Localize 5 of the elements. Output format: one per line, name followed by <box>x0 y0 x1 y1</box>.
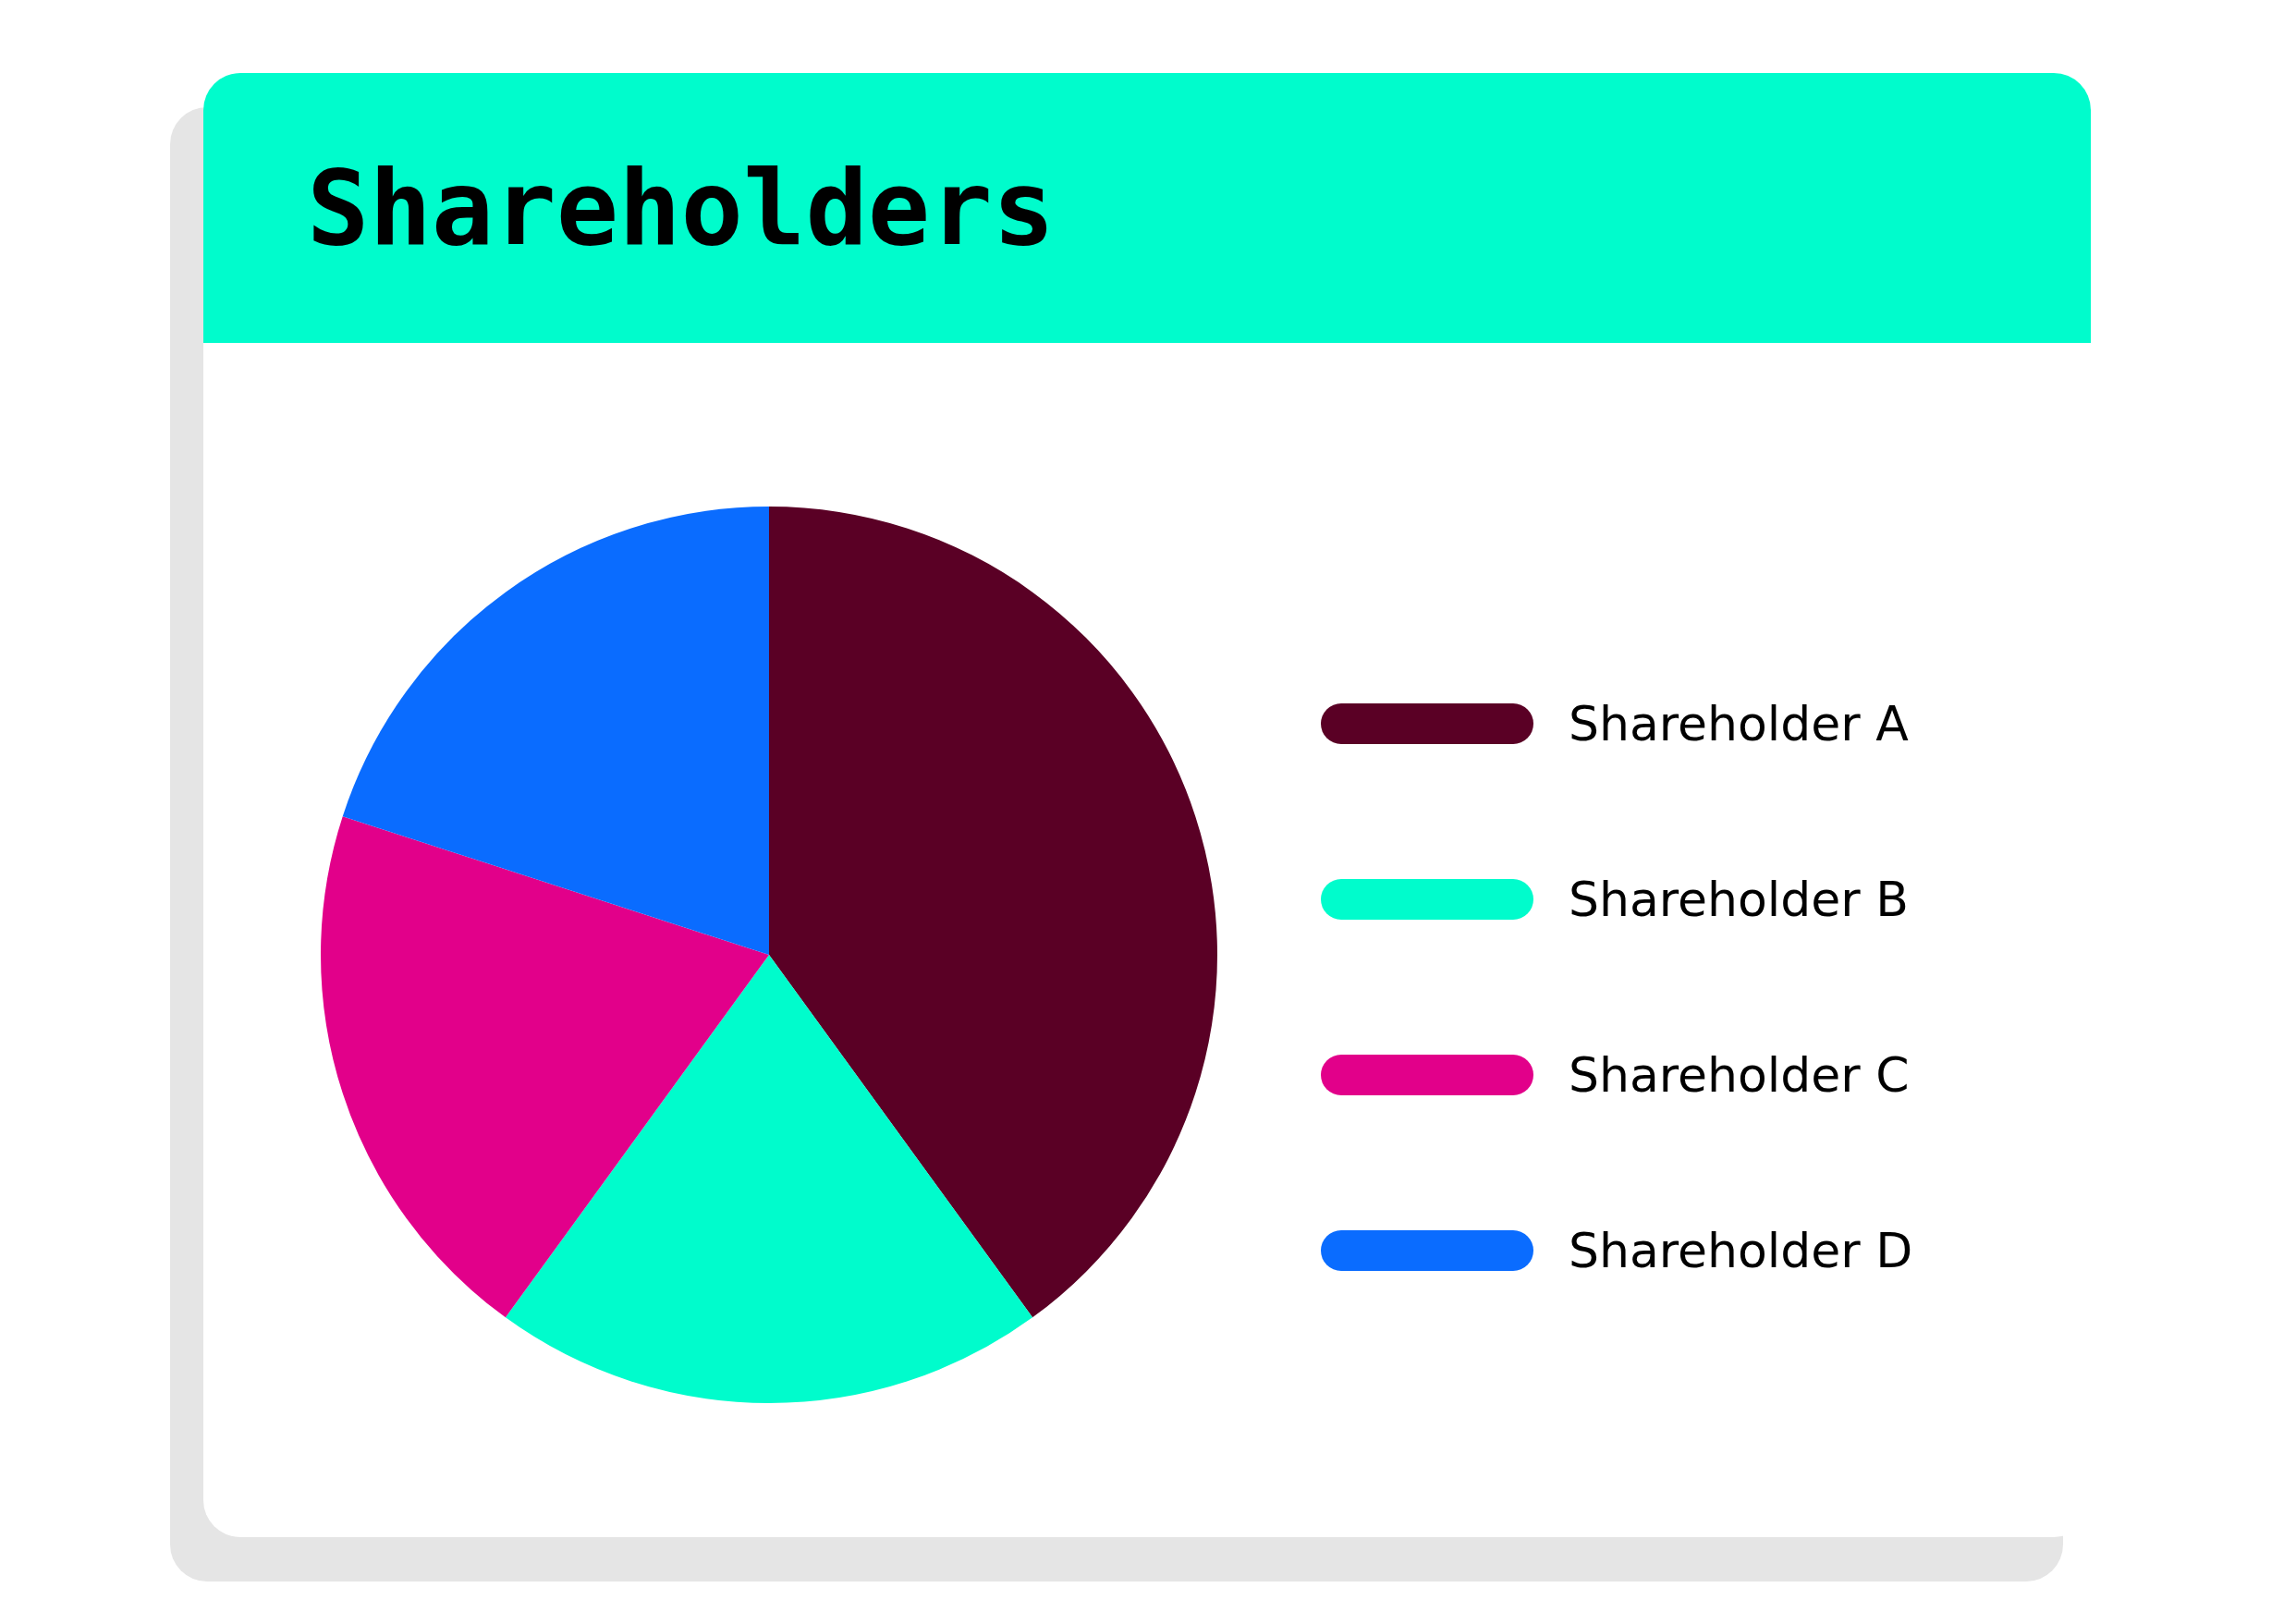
legend-label: Shareholder A <box>1569 696 1909 751</box>
legend-label: Shareholder D <box>1569 1223 1913 1278</box>
legend-label: Shareholder C <box>1569 1047 1910 1103</box>
legend-label: Shareholder B <box>1569 872 1909 927</box>
chart-title: Shareholders <box>307 148 1056 268</box>
